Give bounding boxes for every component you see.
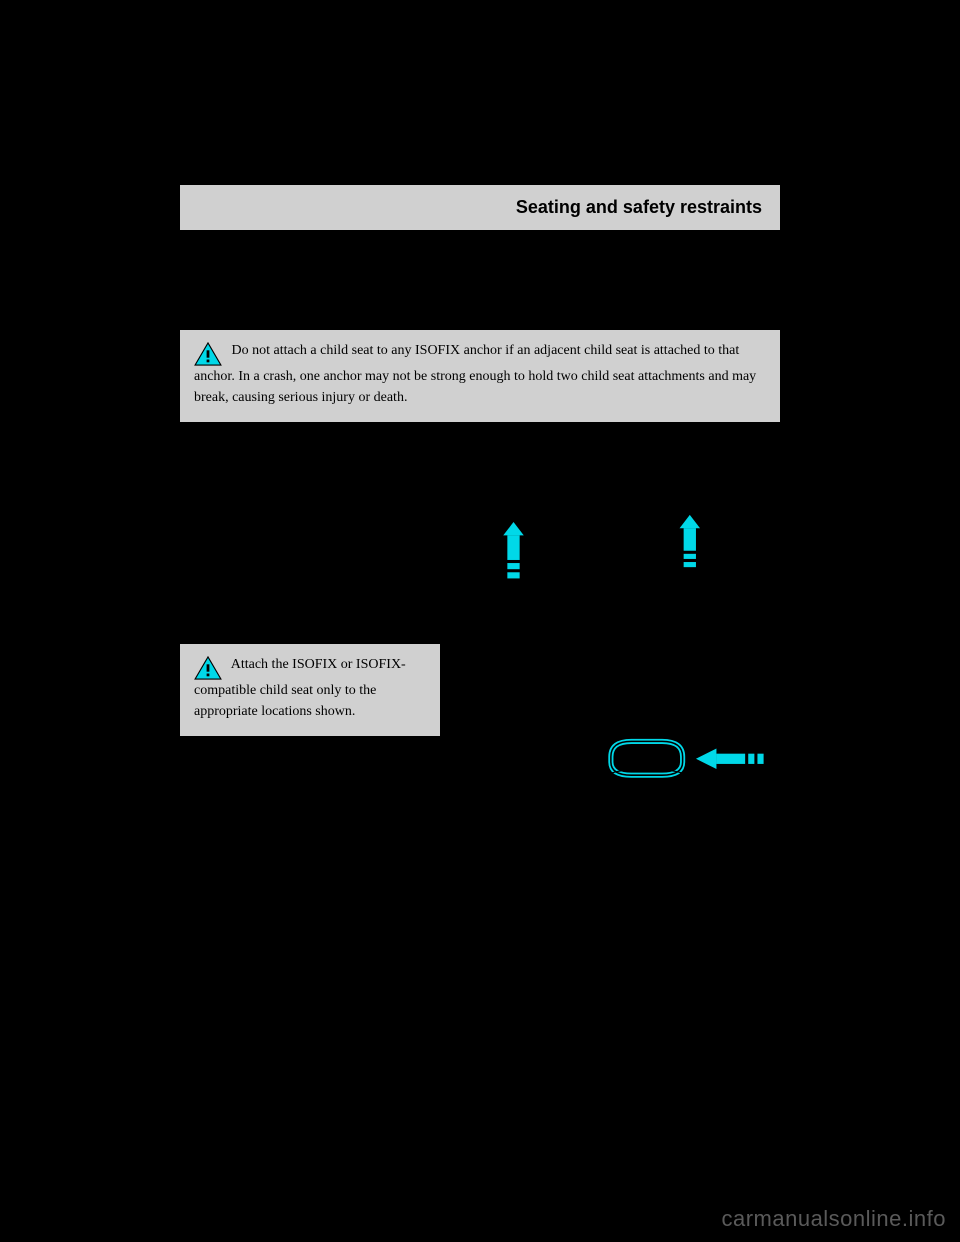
warning-box-2: Attach the ISOFIX or ISOFIX-compatible c…: [180, 644, 440, 736]
warning-icon: [194, 656, 222, 680]
section-header: Seating and safety restraints: [180, 185, 780, 230]
page-number: 131: [180, 936, 780, 953]
diagram-tether-anchor: [452, 644, 780, 813]
para4-text: If there is a tether on the child safety…: [180, 873, 659, 888]
warning-text-1: Do not attach a child seat to any ISOFIX…: [194, 343, 756, 405]
section-title: Seating and safety restraints: [516, 197, 762, 217]
warning-icon: [194, 342, 222, 366]
warning-text-2: Attach the ISOFIX or ISOFIX-compatible c…: [194, 657, 406, 719]
warning-box-1: Do not attach a child seat to any ISOFIX…: [180, 330, 780, 422]
diagram-lower-anchors: [452, 438, 780, 628]
paragraph-4: If there is a tether on the child safety…: [180, 870, 780, 912]
para4-end: in this chapter.: [313, 894, 395, 909]
watermark: carmanualsonline.info: [721, 1206, 946, 1232]
paragraph-1: Never attach two ISOFIX child safety sea…: [180, 270, 780, 312]
paragraph-3: The tether anchors in your vehicle are i…: [180, 831, 780, 852]
paragraph-2: The lower anchors for child seat install…: [180, 438, 440, 501]
